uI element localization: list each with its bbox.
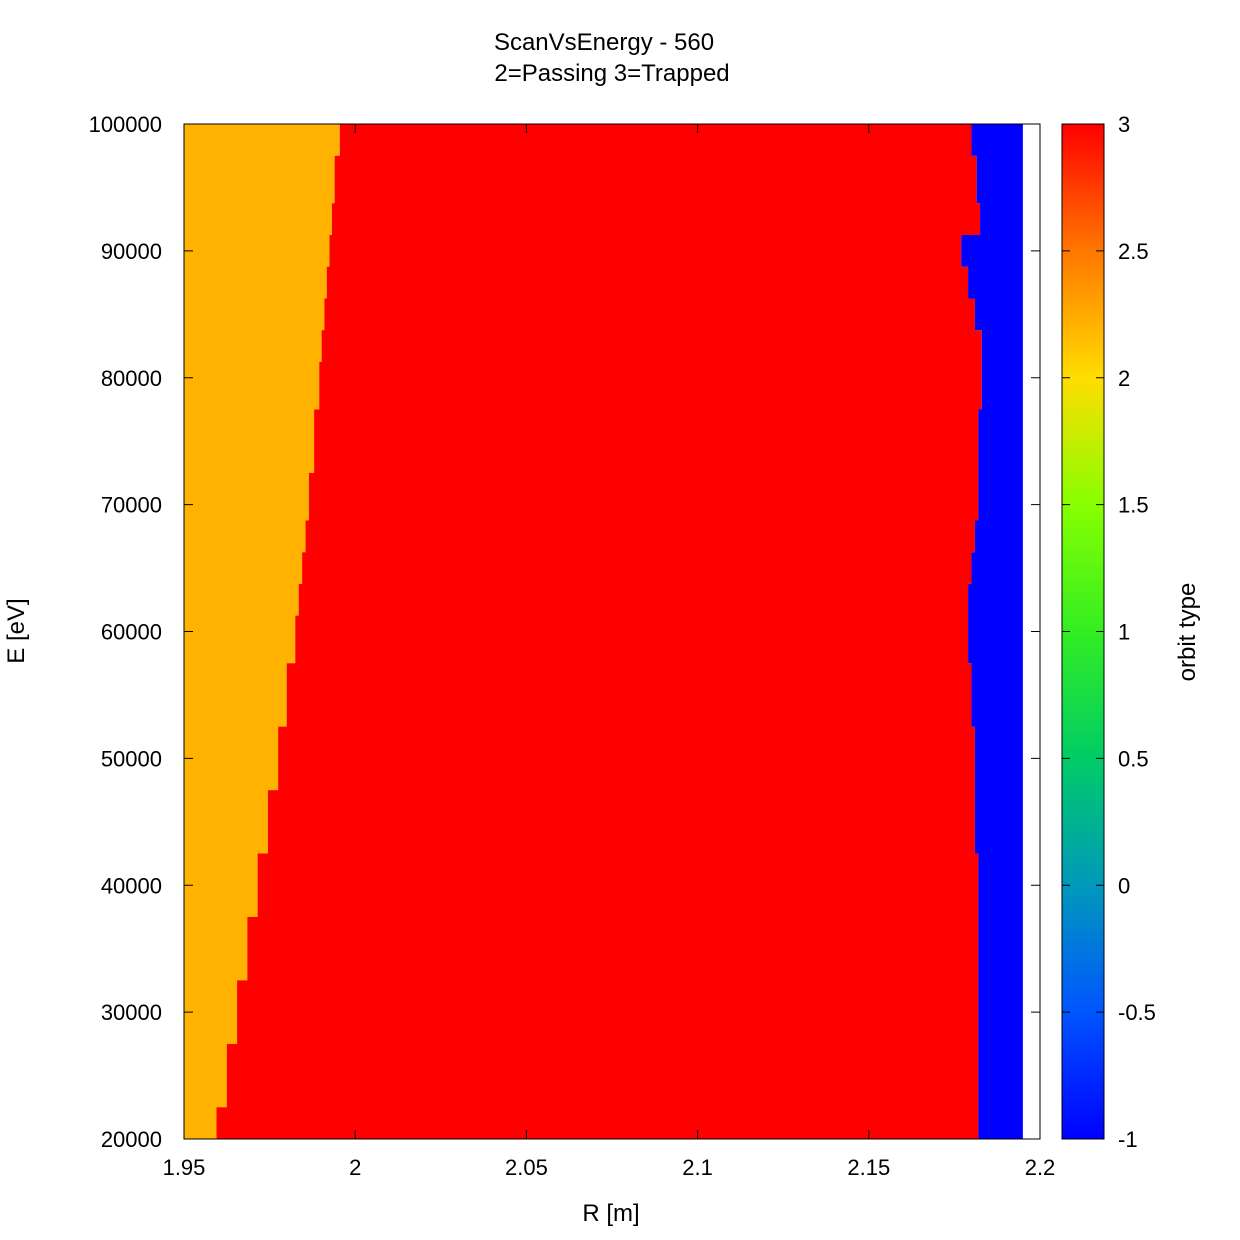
x-tick-label: 2.05 [505, 1155, 548, 1180]
y-tick-label: 20000 [101, 1127, 162, 1152]
colorbar-tick-label: 0.5 [1118, 746, 1149, 771]
plot-area [184, 124, 1023, 1139]
x-tick-label: 2.15 [847, 1155, 890, 1180]
y-tick-label: 100000 [89, 112, 162, 137]
x-tick-label: 2.2 [1025, 1155, 1056, 1180]
x-axis: 1.95 2 2.05 2.1 2.15 2.2 [163, 124, 1056, 1180]
chart-subtitle: 2=Passing 3=Trapped [494, 60, 729, 87]
x-tick-label: 2.1 [682, 1155, 713, 1180]
region-lost [961, 124, 1023, 1139]
colorbar-tick-label: 2.5 [1118, 239, 1149, 264]
x-axis-label: R [m] [582, 1200, 639, 1227]
colorbar-tick-label: 0 [1118, 873, 1130, 898]
region-passing [184, 124, 340, 1139]
colorbar-tick-label: -1 [1118, 1127, 1138, 1152]
colorbar-tick-label: 3 [1118, 112, 1130, 137]
x-tick-label: 1.95 [163, 1155, 206, 1180]
x-tick-label: 2 [349, 1155, 361, 1180]
y-tick-label: 30000 [101, 1000, 162, 1025]
y-tick-label: 50000 [101, 746, 162, 771]
colorbar-tick-label: 1.5 [1118, 493, 1149, 518]
y-axis: 20000 30000 40000 50000 60000 70000 80000 90000… [89, 112, 1040, 1152]
y-tick-label: 60000 [101, 620, 162, 645]
chart-title: ScanVsEnergy - 560 [494, 29, 714, 56]
colorbar-tick-label: -0.5 [1118, 1000, 1156, 1025]
y-tick-label: 80000 [101, 366, 162, 391]
colorbar-tick-label: 2 [1118, 366, 1130, 391]
y-tick-label: 70000 [101, 493, 162, 518]
colorbar-axis: -1 -0.5 0 0.5 1 1.5 2 2.5 3 [1062, 112, 1156, 1152]
colorbar-tick-label: 1 [1118, 620, 1130, 645]
y-tick-label: 90000 [101, 239, 162, 264]
y-axis-label: E [eV] [3, 598, 30, 663]
colorbar-label: orbit type [1174, 583, 1201, 682]
y-tick-label: 40000 [101, 873, 162, 898]
region-trapped [216, 124, 982, 1139]
